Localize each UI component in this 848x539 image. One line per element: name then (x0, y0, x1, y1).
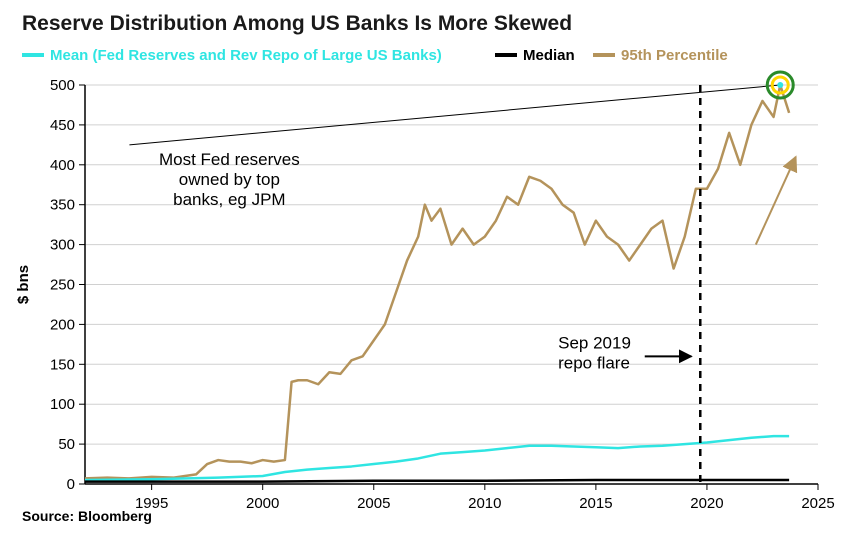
y-tick-label: 50 (58, 436, 75, 453)
y-tick-label: 400 (50, 157, 75, 174)
source-text: Source: Bloomberg (22, 508, 152, 524)
chart-title: Reserve Distribution Among US Banks Is M… (22, 12, 572, 35)
annotation-text-reserves: banks, eg JPM (173, 190, 285, 209)
y-tick-label: 100 (50, 396, 75, 413)
legend-label-mean: Mean (Fed Reserves and Rev Repo of Large… (50, 47, 442, 64)
x-tick-label: 2015 (579, 495, 612, 512)
x-tick-label: 2020 (690, 495, 723, 512)
x-tick-label: 2000 (246, 495, 279, 512)
x-tick-label: 2005 (357, 495, 390, 512)
y-tick-label: 450 (50, 117, 75, 134)
annotation-text-reserves: owned by top (179, 170, 280, 189)
y-tick-label: 350 (50, 197, 75, 214)
legend-label-p95: 95th Percentile (621, 47, 728, 64)
legend-label-median: Median (523, 47, 575, 64)
y-tick-label: 300 (50, 237, 75, 254)
annotation-text-reserves: Most Fed reserves (159, 150, 300, 169)
x-tick-label: 2025 (801, 495, 834, 512)
y-axis-label: $ bns (15, 265, 32, 304)
y-tick-label: 200 (50, 316, 75, 333)
y-tick-label: 250 (50, 277, 75, 294)
y-tick-label: 150 (50, 356, 75, 373)
y-tick-label: 500 (50, 77, 75, 94)
annotation-text-repo-flare: repo flare (558, 353, 630, 372)
y-tick-label: 0 (67, 476, 75, 493)
annotation-text-repo-flare: Sep 2019 (558, 333, 631, 352)
highlight-dot (777, 82, 783, 88)
x-tick-label: 2010 (468, 495, 501, 512)
chart-container: Reserve Distribution Among US Banks Is M… (0, 0, 848, 539)
